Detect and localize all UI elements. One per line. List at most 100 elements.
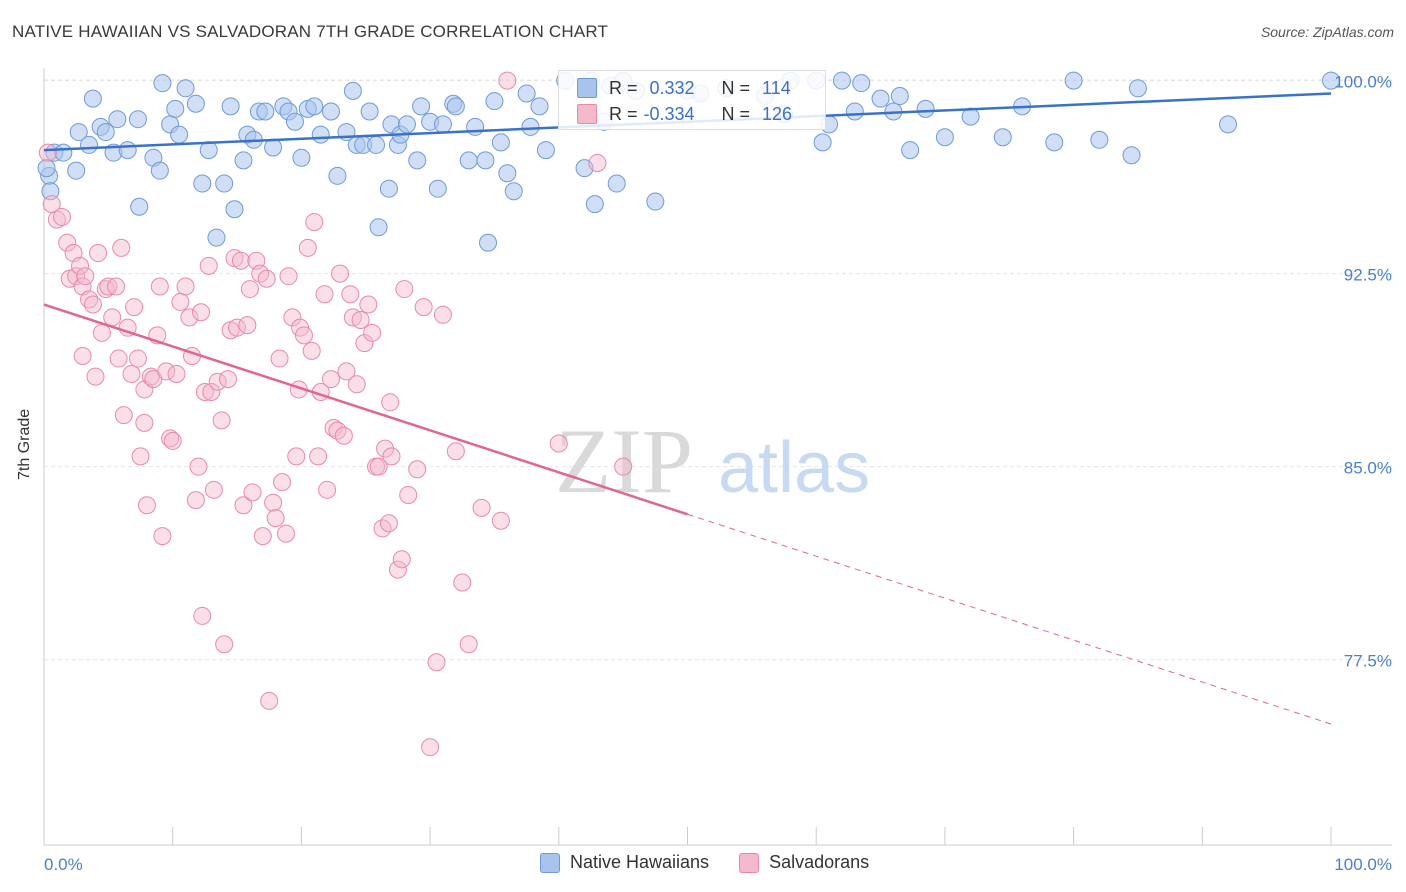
salvadorans-point — [192, 303, 211, 322]
n-value: 114 — [762, 77, 791, 98]
native-hawaiians-point — [916, 99, 935, 118]
native-hawaiians-point — [193, 174, 212, 193]
salvadorans-point — [302, 341, 321, 360]
native-hawaiians-point — [476, 151, 495, 170]
salvadorans-point — [53, 208, 72, 226]
salvadorans-point — [381, 393, 400, 412]
native-hawaiians-point — [585, 195, 604, 214]
salvadorans-point — [264, 493, 283, 512]
native-hawaiians-point — [901, 141, 920, 160]
native-hawaiians-point — [225, 200, 244, 219]
native-hawaiians-point — [150, 161, 169, 180]
salvadorans-point — [392, 550, 411, 569]
salvadorans-point — [257, 269, 276, 288]
salvadorans-point — [376, 439, 395, 458]
legend-swatch-pink — [739, 852, 760, 873]
native-hawaiians-point — [166, 99, 185, 118]
salvadorans-trend-extension — [687, 513, 1332, 725]
native-hawaiians-point — [433, 115, 452, 134]
salvadorans-point — [408, 460, 427, 479]
n-value: 126 — [762, 103, 793, 124]
legend-item-salvadorans[interactable]: Salvadorans — [739, 852, 869, 873]
n-label: N = — [721, 103, 751, 124]
native-hawaiians-point — [186, 94, 205, 113]
salvadorans-point — [234, 496, 253, 515]
salvadorans-point — [318, 480, 337, 499]
salvadorans-point — [189, 457, 208, 476]
native-hawaiians-point — [536, 141, 555, 160]
salvadorans-point — [276, 524, 295, 543]
salvadorans-point — [298, 238, 317, 257]
salvadorans-point — [73, 346, 92, 365]
salvadorans-point — [273, 473, 292, 492]
native-hawaiians-point — [207, 228, 226, 247]
native-hawaiians-point — [96, 123, 115, 142]
native-hawaiians-point — [118, 141, 137, 160]
salvadorans-point — [453, 573, 472, 592]
r-label: R = — [609, 103, 638, 124]
salvadorans-point — [193, 606, 212, 625]
x-tick-label: 0.0% — [44, 855, 83, 874]
y-tick-label: 85.0% — [1344, 459, 1392, 478]
salvadorans-point — [212, 411, 231, 430]
salvadorans-point — [399, 485, 418, 504]
salvadorans-point — [215, 635, 234, 654]
salvadorans-point — [208, 372, 227, 391]
salvadorans-point — [588, 153, 607, 172]
salvadorans-point — [204, 480, 223, 499]
y-tick-label: 77.5% — [1344, 652, 1392, 671]
native-hawaiians-point — [845, 102, 864, 121]
salvadorans-point — [86, 367, 105, 386]
native-hawaiians-point — [1090, 130, 1109, 149]
salvadorans-point — [71, 256, 90, 275]
salvadorans-point — [388, 560, 407, 579]
native-hawaiians-point — [412, 97, 431, 116]
stats-legend: R = 0.332 N = 114 R = -0.334 N = 126 — [558, 70, 826, 130]
salvadorans-point — [472, 498, 491, 517]
salvadorans-point — [112, 238, 131, 257]
trend-lines — [43, 92, 1332, 725]
native-hawaiians-point — [521, 117, 540, 136]
native-hawaiians-point — [80, 135, 99, 154]
native-hawaiians-point — [890, 87, 909, 106]
native-hawaiians-point — [176, 79, 195, 98]
legend-item-native-hawaiians[interactable]: Native Hawaiians — [540, 852, 709, 873]
salvadorans-point — [67, 267, 86, 286]
native-hawaiians-point — [459, 151, 478, 170]
salvadorans-point — [382, 447, 401, 466]
chart-title: NATIVE HAWAIIAN VS SALVADORAN 7TH GRADE … — [12, 22, 609, 41]
salvadorans-point — [109, 349, 128, 368]
r-label: R = — [609, 77, 638, 98]
n-label: N = — [721, 77, 751, 98]
x-tick-label: 100.0% — [1334, 855, 1392, 874]
salvadorans-point — [491, 511, 510, 530]
salvadorans-point — [171, 292, 190, 311]
stats-row-native-hawaiians: R = 0.332 N = 114 — [577, 76, 791, 100]
salvadorans-point — [83, 295, 102, 314]
salvadorans-point — [58, 233, 77, 252]
native-hawaiians-point — [322, 102, 341, 121]
salvadorans-point — [176, 277, 195, 296]
salvadorans-point — [369, 457, 388, 476]
native-hawaiians-point — [360, 102, 379, 121]
salvadorans-point — [238, 316, 257, 335]
native-hawaiians-point — [408, 151, 427, 170]
salvadorans-point — [549, 434, 568, 453]
native-hawaiians-point — [221, 97, 240, 116]
salvadorans-point — [186, 491, 205, 510]
native-hawaiians-point — [83, 89, 102, 108]
salvadorans-point — [231, 251, 250, 270]
legend-label: Native Hawaiians — [570, 852, 710, 872]
native-hawaiians-point — [1064, 71, 1083, 90]
salvadorans-point — [128, 349, 147, 368]
native-hawaiians-point — [311, 125, 330, 144]
y-tick-label: 100.0% — [1334, 73, 1392, 92]
native-hawaiians-point — [292, 148, 311, 167]
native-hawaiians-point — [67, 161, 86, 180]
salvadorans-point — [331, 264, 350, 283]
native-hawaiians-point — [466, 117, 485, 136]
salvadorans-point — [99, 277, 118, 296]
native-hawaiians-point — [446, 97, 465, 116]
native-hawaiians-point — [305, 97, 324, 116]
salvadorans-point — [270, 349, 289, 368]
